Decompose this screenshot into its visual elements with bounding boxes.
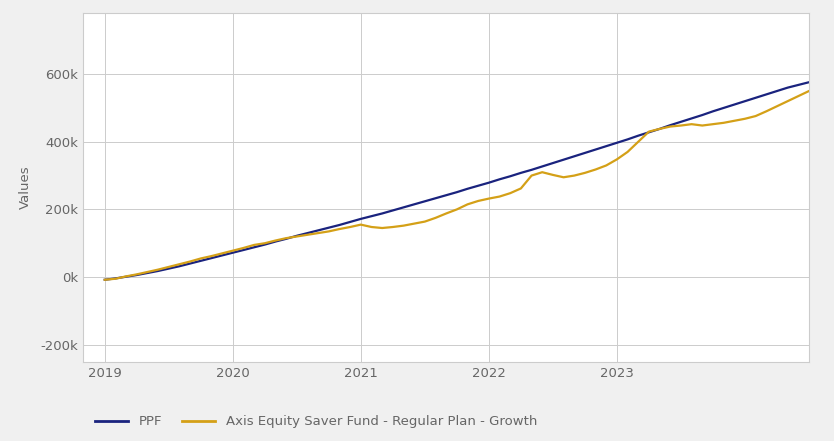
- Line: PPF: PPF: [105, 41, 834, 280]
- Axis Equity Saver Fund - Regular Plan - Growth: [345, 224, 355, 230]
- Axis Equity Saver Fund - Regular Plan - Growth: [772, 104, 782, 109]
- PPF: [772, 88, 782, 93]
- PPF: [303, 231, 313, 236]
- Y-axis label: Values: Values: [18, 166, 32, 209]
- PPF: [334, 222, 344, 228]
- PPF: [793, 82, 803, 88]
- Axis Equity Saver Fund - Regular Plan - Growth: [334, 226, 344, 232]
- Axis Equity Saver Fund - Regular Plan - Growth: [505, 191, 515, 196]
- Legend: PPF, Axis Equity Saver Fund - Regular Plan - Growth: PPF, Axis Equity Saver Fund - Regular Pl…: [90, 410, 542, 434]
- PPF: [345, 219, 355, 224]
- Axis Equity Saver Fund - Regular Plan - Growth: [100, 277, 110, 282]
- Line: Axis Equity Saver Fund - Regular Plan - Growth: Axis Equity Saver Fund - Regular Plan - …: [105, 27, 834, 280]
- Axis Equity Saver Fund - Regular Plan - Growth: [303, 232, 313, 237]
- PPF: [100, 277, 110, 282]
- Axis Equity Saver Fund - Regular Plan - Growth: [793, 93, 803, 99]
- PPF: [505, 174, 515, 179]
